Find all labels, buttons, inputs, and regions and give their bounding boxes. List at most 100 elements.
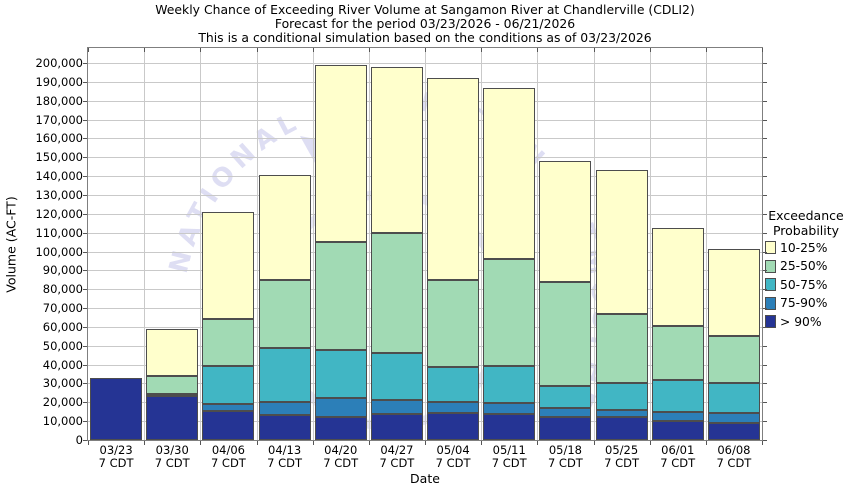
y-tick-label: 100,000 — [35, 245, 83, 259]
x-tick-date: 05/25 — [605, 443, 639, 457]
y-tick-mark-left — [83, 421, 87, 422]
x-tick-date: 05/18 — [548, 443, 582, 457]
x-tick-time: 7 CDT — [491, 456, 527, 470]
y-tick-label: 170,000 — [35, 113, 83, 127]
x-tick-label-04/13: 04/13 7 CDT — [257, 444, 313, 470]
x-tick-mark-bottom — [313, 441, 314, 445]
x-tick-label-03/23: 03/23 7 CDT — [88, 444, 144, 470]
bar-03/23-segment-90 — [90, 378, 142, 440]
x-tick-mark-bottom — [594, 441, 595, 445]
x-tick-label-05/04: 05/04 7 CDT — [425, 444, 481, 470]
y-tick-mark-right — [763, 270, 767, 271]
x-tick-mark-bottom — [88, 441, 89, 445]
legend-swatch-icon — [765, 241, 776, 254]
y-tick-label: 70,000 — [42, 301, 83, 315]
chart-subtitle-simulation-note: This is a conditional simulation based o… — [198, 29, 652, 45]
y-tick-mark-left — [83, 440, 87, 441]
x-tick-date: 03/30 — [155, 443, 189, 457]
y-tick-mark-right — [763, 157, 767, 158]
y-tick-mark-right — [763, 421, 767, 422]
legend-item-1025: 10-25% — [762, 239, 850, 257]
bar-04/27-segment-1025 — [371, 67, 423, 233]
bar-05/11 — [483, 48, 535, 440]
y-tick-mark-right — [763, 289, 767, 290]
legend-item-2550: 25-50% — [762, 257, 850, 275]
chart-title: Weekly Chance of Exceeding River Volume … — [155, 2, 695, 17]
x-tick-time: 7 CDT — [98, 456, 134, 470]
legend-item-label: 10-25% — [780, 240, 828, 255]
bar-06/08-segment-2550 — [708, 336, 760, 383]
y-tick-mark-right — [763, 308, 767, 309]
bar-04/06-segment-2550 — [202, 319, 254, 366]
bar-04/27-segment-5075 — [371, 353, 423, 400]
legend-item-label: 75-90% — [780, 296, 828, 310]
legend-swatch-icon — [765, 259, 776, 273]
bar-04/06-segment-5075 — [202, 366, 254, 404]
x-tick-mark-top — [200, 48, 201, 52]
bar-06/01-segment-2550 — [652, 326, 704, 380]
bar-06/08-segment-90 — [708, 423, 760, 440]
x-tick-mark-bottom — [257, 441, 258, 445]
legend-item-5075: 50-75% — [762, 276, 850, 294]
x-tick-label-05/18: 05/18 7 CDT — [537, 444, 593, 470]
bar-05/25 — [596, 48, 648, 440]
y-tick-mark-left — [83, 346, 87, 347]
y-tick-mark-right — [763, 63, 767, 64]
y-tick-mark-left — [83, 233, 87, 234]
gridline-vertical — [257, 48, 258, 440]
y-tick-mark-left — [83, 252, 87, 253]
x-axis-title: Date — [410, 471, 440, 486]
y-tick-mark-left — [83, 289, 87, 290]
x-tick-label-04/20: 04/20 7 CDT — [313, 444, 369, 470]
bar-05/04-segment-2550 — [427, 280, 479, 367]
y-tick-mark-left — [83, 308, 87, 309]
bar-05/25-segment-1025 — [596, 170, 648, 314]
x-tick-mark-top — [425, 48, 426, 52]
x-tick-mark-bottom — [200, 441, 201, 445]
x-tick-mark-top — [594, 48, 595, 52]
legend-swatch-icon — [765, 296, 776, 310]
y-tick-label: 0 — [75, 433, 83, 447]
x-tick-date: 04/20 — [324, 443, 358, 457]
legend: Exceedance Probability 10-25% 25-50% 50-75… — [762, 208, 850, 331]
x-tick-date: 06/01 — [661, 443, 695, 457]
x-tick-time: 7 CDT — [267, 456, 303, 470]
bar-04/06-segment-90 — [202, 411, 254, 440]
bar-05/25-segment-7590 — [596, 410, 648, 417]
x-tick-mark-bottom — [144, 441, 145, 445]
gridline-vertical — [313, 48, 314, 440]
bar-05/25-segment-5075 — [596, 383, 648, 410]
y-tick-label: 140,000 — [35, 169, 83, 183]
x-tick-mark-top — [369, 48, 370, 52]
x-tick-mark-top — [144, 48, 145, 52]
gridline-vertical — [369, 48, 370, 440]
x-tick-date: 04/13 — [268, 443, 302, 457]
x-tick-time: 7 CDT — [323, 456, 359, 470]
bar-04/20-segment-2550 — [315, 242, 367, 350]
x-tick-label-03/30: 03/30 7 CDT — [144, 444, 200, 470]
bar-04/06-segment-7590 — [202, 404, 254, 411]
y-tick-mark-right — [763, 233, 767, 234]
gridline-vertical — [144, 48, 145, 440]
x-tick-mark-bottom — [369, 441, 370, 445]
x-tick-mark-bottom — [650, 441, 651, 445]
bar-04/13-segment-2550 — [259, 280, 311, 348]
y-tick-mark-left — [83, 101, 87, 102]
bar-04/13-segment-90 — [259, 415, 311, 440]
y-tick-mark-right — [763, 120, 767, 121]
bar-05/18-segment-5075 — [539, 386, 591, 408]
bar-05/04-segment-90 — [427, 413, 479, 440]
x-tick-mark-bottom — [706, 441, 707, 445]
bar-06/01-segment-90 — [652, 421, 704, 440]
x-tick-mark-top — [88, 48, 89, 52]
y-tick-label: 160,000 — [35, 131, 83, 145]
y-tick-mark-right — [763, 138, 767, 139]
gridline-vertical — [650, 48, 651, 440]
x-tick-mark-bottom — [425, 441, 426, 445]
bar-05/11-segment-7590 — [483, 403, 535, 414]
x-tick-label-05/11: 05/11 7 CDT — [481, 444, 537, 470]
y-tick-mark-right — [763, 82, 767, 83]
bar-04/13 — [259, 48, 311, 440]
y-tick-label: 110,000 — [35, 226, 83, 240]
bar-04/27-segment-7590 — [371, 400, 423, 414]
